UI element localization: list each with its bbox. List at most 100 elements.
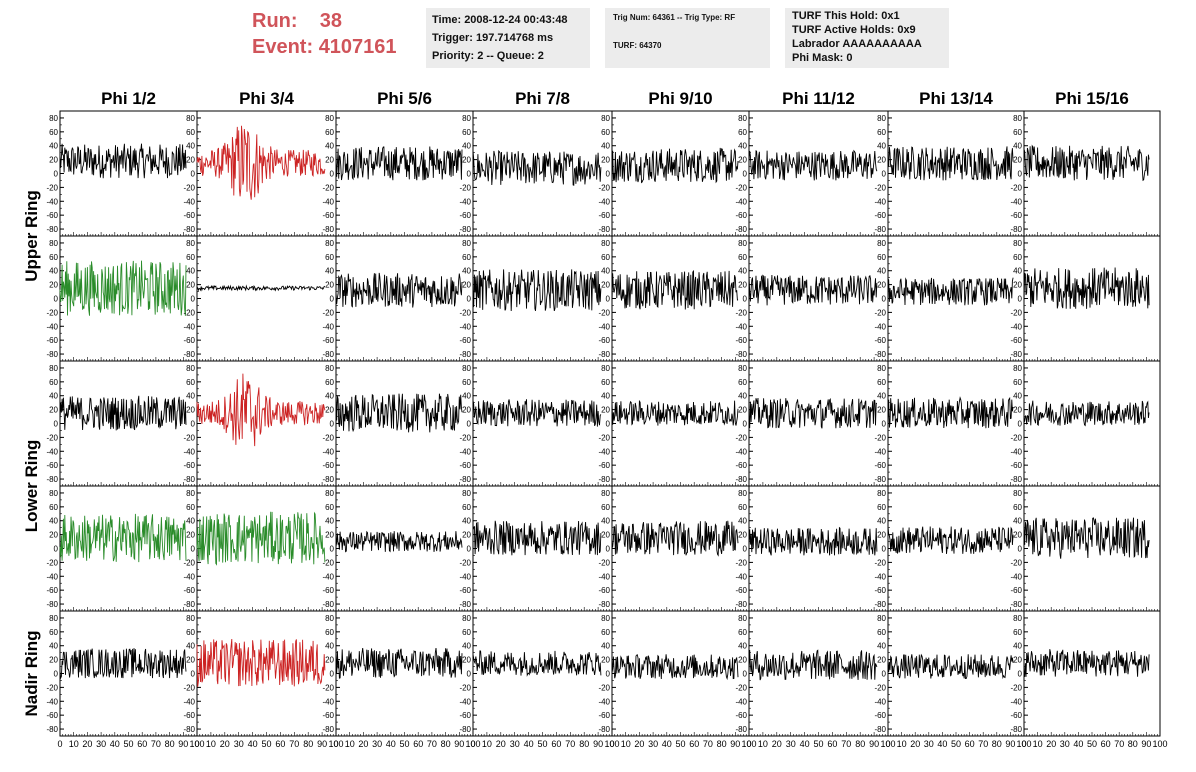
y-tick-label: 40 — [462, 142, 471, 151]
x-tick-label: 20 — [220, 739, 230, 749]
x-tick-label: 70 — [151, 739, 161, 749]
panel-frame — [1023, 485, 1161, 612]
y-tick-label: 40 — [877, 392, 886, 401]
y-tick-label: 80 — [49, 239, 58, 248]
x-tick-label: 80 — [855, 739, 865, 749]
y-tick-label: -60 — [1010, 711, 1022, 720]
x-tick-label: 90 — [869, 739, 879, 749]
y-tick-label: 0 — [467, 420, 472, 429]
y-tick-label: -20 — [598, 308, 610, 317]
trig-info-box: Trig Num: 64361 -- Trig Type: RF TURF: 6… — [605, 8, 770, 68]
y-tick-label: -60 — [598, 211, 610, 220]
y-tick-label: 0 — [1018, 170, 1023, 179]
y-tick-label: -80 — [735, 475, 747, 484]
x-tick-label: 50 — [399, 739, 409, 749]
y-tick-label: -20 — [874, 183, 886, 192]
y-tick-label: 20 — [877, 281, 886, 290]
y-tick-label: -40 — [598, 572, 610, 581]
y-tick-label: 80 — [738, 489, 747, 498]
y-tick-label: -40 — [874, 322, 886, 331]
y-tick-label: -80 — [598, 350, 610, 359]
y-tick-label: -60 — [46, 711, 58, 720]
y-tick-label: 0 — [743, 420, 748, 429]
y-tick-label: 20 — [186, 156, 195, 165]
y-tick-label: 40 — [601, 642, 610, 651]
waveform-trace — [472, 269, 602, 312]
y-tick-label: 40 — [325, 517, 334, 526]
y-tick-label: -40 — [322, 572, 334, 581]
y-tick-label: 40 — [601, 267, 610, 276]
y-tick-label: -40 — [183, 197, 195, 206]
y-tick-label: -20 — [183, 308, 195, 317]
x-tick-label: 0 — [746, 739, 751, 749]
y-tick-label: -40 — [183, 697, 195, 706]
y-tick-label: 60 — [1013, 503, 1022, 512]
waveform-trace — [59, 260, 187, 316]
panel-frame — [611, 485, 750, 612]
y-tick-label: 0 — [606, 295, 611, 304]
panel-frame — [887, 485, 1025, 612]
y-tick-label: 60 — [186, 628, 195, 637]
waveform-trace — [59, 648, 187, 680]
x-tick-label: 80 — [303, 739, 313, 749]
y-tick-label: 80 — [49, 489, 58, 498]
y-tick-label: 20 — [462, 156, 471, 165]
y-tick-label: 60 — [49, 503, 58, 512]
x-tick-label: 70 — [978, 739, 988, 749]
y-tick-label: 40 — [49, 142, 58, 151]
y-tick-label: -80 — [46, 600, 58, 609]
y-tick-label: 60 — [186, 253, 195, 262]
y-tick-label: -80 — [459, 725, 471, 734]
y-tick-label: 40 — [877, 517, 886, 526]
waveform-trace — [748, 526, 878, 556]
y-tick-label: 40 — [738, 642, 747, 651]
y-tick-label: -40 — [598, 322, 610, 331]
y-tick-label: 0 — [54, 170, 59, 179]
x-tick-label: 10 — [897, 739, 907, 749]
panel-frame — [196, 235, 337, 362]
y-tick-label: -80 — [459, 600, 471, 609]
waveform-trace — [748, 649, 878, 681]
y-tick-label: 60 — [462, 253, 471, 262]
y-tick-label: -60 — [874, 586, 886, 595]
waveform-trace — [472, 149, 602, 186]
y-tick-label: 40 — [1013, 642, 1022, 651]
y-tick-label: -20 — [46, 183, 58, 192]
y-tick-label: -60 — [322, 211, 334, 220]
y-tick-label: -80 — [735, 600, 747, 609]
run-row: Run: 38 — [252, 8, 397, 34]
y-tick-label: 60 — [738, 378, 747, 387]
y-tick-label: -80 — [183, 475, 195, 484]
y-tick-label: -80 — [598, 475, 610, 484]
y-tick-label: -40 — [874, 572, 886, 581]
waveform-trace — [335, 393, 463, 433]
y-tick-label: 40 — [738, 267, 747, 276]
y-tick-label: -80 — [1010, 600, 1022, 609]
y-tick-label: 20 — [186, 406, 195, 415]
x-tick-label: 40 — [937, 739, 947, 749]
y-tick-label: -80 — [874, 600, 886, 609]
waveform-trace — [196, 638, 326, 687]
y-tick-label: -60 — [874, 211, 886, 220]
x-tick-label: 100 — [189, 739, 204, 749]
x-tick-label: 100 — [465, 739, 480, 749]
y-tick-label: 40 — [186, 517, 195, 526]
y-tick-label: -80 — [322, 350, 334, 359]
y-tick-label: 0 — [54, 545, 59, 554]
panel-frame — [1023, 360, 1161, 487]
y-tick-label: -80 — [598, 225, 610, 234]
y-tick-label: -20 — [598, 683, 610, 692]
y-tick-label: 0 — [882, 545, 887, 554]
y-tick-label: 60 — [49, 128, 58, 137]
waveform-trace — [748, 149, 878, 181]
y-tick-label: -40 — [874, 697, 886, 706]
x-tick-label: 30 — [372, 739, 382, 749]
y-tick-label: -60 — [874, 711, 886, 720]
y-tick-label: 40 — [1013, 267, 1022, 276]
y-tick-label: -40 — [46, 447, 58, 456]
column-header: Phi 1/2 — [101, 89, 156, 108]
y-tick-label: 80 — [601, 489, 610, 498]
turf-line: TURF: 64370 — [613, 41, 662, 50]
y-tick-label: 40 — [49, 392, 58, 401]
